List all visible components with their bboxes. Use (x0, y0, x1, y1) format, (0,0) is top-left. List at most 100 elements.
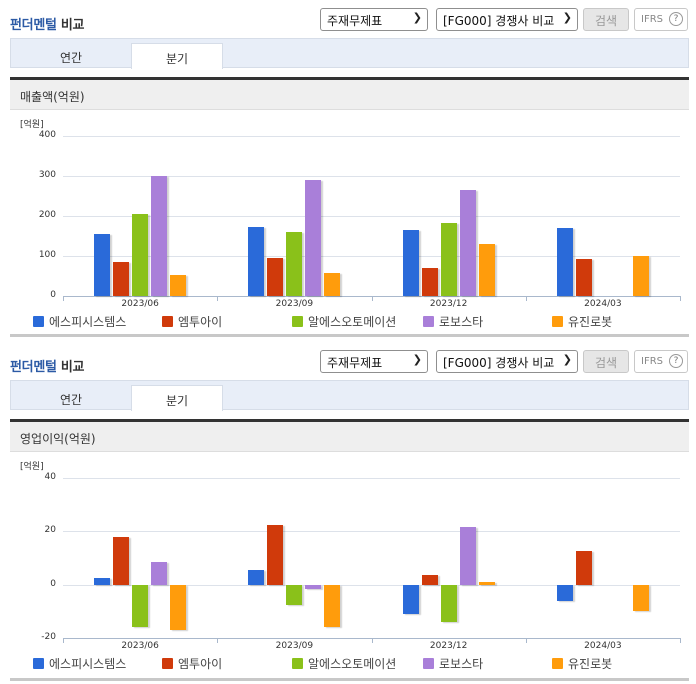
x-category-label: 2023/09 (275, 641, 314, 651)
period-tabs: 연간 분기 (10, 38, 689, 69)
help-icon: ? (669, 12, 683, 26)
bar-1 (248, 226, 265, 296)
legend-item[interactable]: 엠투아이 (162, 313, 222, 330)
bar-5 (478, 582, 495, 585)
divider (10, 77, 689, 80)
gridline (63, 176, 680, 177)
y-tick-label: 0 (50, 578, 56, 589)
panel-header: 펀더멘털 비교 주재무제표 ❯ [FG000] 경쟁사 비교 ❯ 검색 IFRS? (0, 0, 696, 38)
y-tick-label: 40 (44, 472, 56, 482)
x-tick-mark (371, 296, 373, 301)
gridline (63, 136, 680, 137)
bar-1 (248, 570, 265, 585)
bar-1 (402, 584, 419, 614)
bar-1 (556, 584, 573, 601)
legend-item[interactable]: 에스피시스템스 (33, 313, 126, 330)
legend-label: 유진로봇 (568, 657, 613, 671)
legend-label: 로보스타 (439, 315, 484, 329)
bar-3 (440, 222, 457, 296)
x-tick-mark (680, 296, 681, 301)
select-value: 주재무제표 (327, 356, 383, 370)
select-value: [FG000] 경쟁사 비교 (443, 356, 555, 370)
legend-swatch-icon (552, 316, 563, 327)
bar-4 (151, 176, 168, 296)
tab-annual[interactable]: 연간 (59, 393, 83, 407)
panel-header: 펀더멘털 비교 주재무제표 ❯ [FG000] 경쟁사 비교 ❯ 검색 IFRS? (0, 342, 696, 380)
bar-2 (267, 258, 284, 296)
y-tick-label: 200 (38, 210, 56, 220)
legend-item[interactable]: 알에스오토메이션 (292, 655, 396, 672)
bar-2 (113, 262, 130, 296)
legend-item[interactable]: 로보스타 (423, 655, 483, 672)
tab-quarterly[interactable]: 분기 (131, 43, 223, 69)
bar-5 (324, 584, 341, 628)
chevron-down-icon: ❯ (562, 11, 572, 24)
legend-label: 엠투아이 (178, 657, 223, 671)
tab-quarterly[interactable]: 분기 (131, 385, 223, 411)
y-tick-label: 300 (38, 170, 56, 180)
bar-5 (632, 256, 649, 296)
y-tick-label: 20 (44, 525, 56, 536)
legend-swatch-icon (33, 658, 44, 669)
legend-label: 엠투아이 (178, 315, 223, 329)
gridline (63, 478, 680, 479)
bar-2 (421, 268, 438, 296)
legend-item[interactable]: 에스피시스템스 (33, 655, 126, 672)
ifrs-help-button[interactable]: IFRS? (634, 8, 688, 31)
x-category-label: 2023/06 (121, 641, 159, 651)
x-tick-mark (63, 296, 64, 301)
legend-label: 에스피시스템스 (49, 315, 127, 329)
bar-1 (556, 228, 573, 296)
divider (10, 334, 689, 337)
title-rest: 비교 (56, 18, 85, 33)
search-button[interactable]: 검색 (583, 8, 629, 31)
statement-type-select[interactable]: 주재무제표 ❯ (320, 8, 428, 31)
legend-item[interactable]: 로보스타 (423, 313, 483, 330)
bar-1 (402, 230, 419, 296)
legend-label: 알에스오토메이션 (308, 657, 397, 671)
x-tick-mark (63, 638, 64, 643)
legend-swatch-icon (423, 316, 434, 327)
gridline (63, 216, 680, 217)
y-tick-label: 100 (38, 250, 56, 260)
chevron-down-icon: ❯ (412, 11, 422, 24)
bar-5 (478, 244, 495, 296)
bar-2 (267, 524, 284, 585)
legend-item[interactable]: 알에스오토메이션 (292, 313, 396, 330)
divider (10, 419, 689, 422)
legend-item[interactable]: 엠투아이 (162, 655, 222, 672)
compare-group-select[interactable]: [FG000] 경쟁사 비교 ❯ (436, 350, 578, 373)
ifrs-help-button[interactable]: IFRS? (634, 350, 688, 373)
legend-swatch-icon (292, 316, 303, 327)
chevron-down-icon: ❯ (562, 353, 572, 366)
bar-2 (421, 575, 438, 585)
bar-4 (305, 180, 322, 296)
x-tick-mark (525, 296, 527, 301)
bar-3 (132, 214, 149, 296)
compare-group-select[interactable]: [FG000] 경쟁사 비교 ❯ (436, 8, 578, 31)
fundamental-panel-revenue: 펀더멘털 비교 주재무제표 ❯ [FG000] 경쟁사 비교 ❯ 검색 IFRS? … (0, 0, 696, 340)
bar-3 (440, 584, 457, 622)
title-accent: 펀더멘털 (10, 18, 57, 33)
x-category-label: 2023/12 (429, 641, 468, 651)
bar-5 (170, 274, 187, 296)
title-accent: 펀더멘털 (10, 360, 57, 375)
legend-swatch-icon (292, 658, 303, 669)
tab-annual[interactable]: 연간 (59, 51, 83, 65)
legend-item[interactable]: 유진로봇 (552, 313, 612, 330)
search-button[interactable]: 검색 (583, 350, 629, 373)
bar-3 (132, 584, 149, 628)
statement-type-select[interactable]: 주재무제표 ❯ (320, 350, 428, 373)
legend-swatch-icon (423, 658, 434, 669)
x-tick-mark (680, 638, 681, 643)
legend-swatch-icon (552, 658, 563, 669)
fundamental-panel-operating-profit: 펀더멘털 비교 주재무제표 ❯ [FG000] 경쟁사 비교 ❯ 검색 IFRS? … (0, 342, 696, 684)
legend-item[interactable]: 유진로봇 (552, 655, 612, 672)
gridline (63, 531, 680, 533)
x-tick-mark (371, 638, 373, 643)
bar-1 (94, 578, 111, 585)
y-tick-label: -20 (41, 632, 56, 642)
bar-3 (286, 232, 303, 296)
y-tick-label: 400 (38, 130, 56, 140)
legend-label: 알에스오토메이션 (308, 315, 397, 329)
